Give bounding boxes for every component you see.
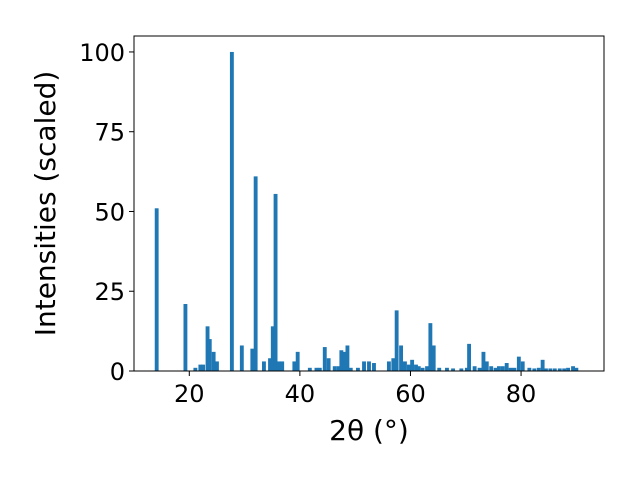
bar (557, 368, 562, 371)
bar (512, 367, 517, 371)
bar (295, 351, 300, 371)
bar (262, 361, 266, 371)
bar (201, 364, 206, 371)
bar (552, 368, 557, 371)
bar (520, 361, 525, 371)
bar (356, 367, 360, 371)
bar (500, 366, 505, 371)
bar (276, 361, 281, 371)
y-tick-label: 50 (94, 198, 125, 226)
x-tick-label: 20 (174, 380, 205, 408)
bar (339, 350, 344, 371)
bar (489, 366, 494, 371)
bar (253, 176, 258, 371)
bar (399, 345, 404, 371)
bar (548, 368, 553, 371)
bar (504, 363, 509, 371)
bar (445, 367, 449, 371)
bar (497, 366, 501, 371)
bar (431, 345, 436, 371)
bar (326, 358, 331, 371)
bar (348, 367, 353, 371)
bar (416, 366, 421, 371)
bar (322, 347, 327, 371)
bar (481, 351, 486, 371)
bar (205, 326, 210, 371)
bar (211, 351, 216, 371)
y-axis-label: Intensities (scaled) (29, 71, 62, 337)
bar (362, 361, 366, 371)
x-tick-label: 40 (285, 380, 316, 408)
bar (420, 367, 425, 371)
bar (544, 368, 548, 371)
bar (425, 366, 429, 371)
bar (183, 304, 188, 371)
bar (250, 348, 255, 371)
y-tick-label: 100 (79, 39, 125, 67)
bar (314, 367, 319, 371)
bar (467, 343, 472, 371)
bar (516, 356, 521, 371)
bar (193, 367, 198, 371)
bar (562, 368, 567, 371)
bar (477, 367, 482, 371)
bar (403, 361, 407, 371)
plot-frame (133, 35, 605, 372)
bar (280, 361, 285, 371)
bar (317, 367, 322, 371)
y-tick-label: 0 (110, 358, 125, 386)
bar (540, 359, 545, 371)
bar (391, 358, 396, 371)
bar (459, 368, 464, 371)
bar (386, 361, 391, 371)
x-axis-ticks: 20 40 60 80 (174, 371, 536, 408)
bar (574, 367, 579, 371)
x-tick-label: 60 (395, 380, 426, 408)
bar (207, 339, 212, 371)
bar (239, 345, 244, 371)
bar (472, 366, 477, 371)
bar (336, 366, 341, 371)
bar (372, 363, 376, 371)
bar (532, 368, 537, 371)
bar (437, 367, 442, 371)
bar (484, 361, 489, 371)
bar (215, 361, 219, 371)
bar (406, 364, 411, 371)
bar (527, 367, 532, 371)
bar (154, 208, 159, 371)
bar (508, 367, 513, 371)
bar (273, 193, 278, 371)
x-axis-label: 2θ (°) (329, 414, 409, 447)
bar (493, 367, 498, 371)
bar (198, 364, 203, 371)
bar (229, 51, 234, 371)
y-axis-ticks: 0 25 50 75 100 (79, 39, 134, 386)
bar-series (154, 51, 579, 371)
y-tick-label: 25 (94, 278, 125, 306)
bar (307, 367, 312, 371)
bar (566, 367, 570, 371)
bar (345, 345, 350, 371)
bar (342, 351, 347, 371)
bar (410, 359, 415, 371)
bar (394, 310, 399, 371)
bar (268, 358, 272, 371)
bar (332, 366, 337, 371)
bar (414, 364, 418, 371)
bar (451, 368, 455, 371)
bar (367, 361, 371, 371)
y-tick-label: 75 (94, 119, 125, 147)
bar (428, 323, 433, 371)
bar (571, 366, 575, 371)
bar (464, 367, 469, 371)
x-tick-label: 80 (506, 380, 537, 408)
bar (270, 326, 275, 371)
bar (292, 361, 297, 371)
bar (536, 367, 541, 371)
